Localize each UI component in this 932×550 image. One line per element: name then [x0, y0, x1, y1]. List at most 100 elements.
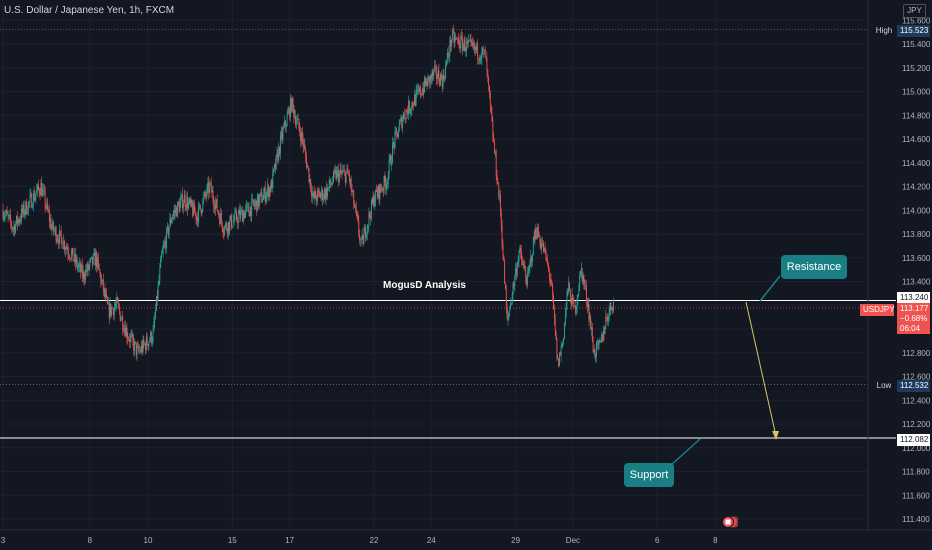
candle-body [72, 248, 74, 261]
candle-body [50, 219, 52, 230]
candle-body [32, 193, 34, 207]
candle-body [86, 269, 87, 272]
candle-body [456, 38, 458, 39]
candle-body [357, 215, 359, 221]
candle-body [67, 249, 69, 254]
candle-body [580, 268, 582, 271]
price-tick-label: 114.800 [902, 111, 931, 120]
candle-body [502, 245, 504, 256]
candle-body [118, 302, 119, 307]
candle-body [115, 303, 117, 307]
candle-body [464, 39, 466, 52]
candle-body [19, 219, 21, 223]
candle-body [472, 43, 474, 47]
candle-body [348, 173, 350, 174]
candle-body [120, 319, 122, 321]
candle-body [370, 199, 372, 219]
candle-body [585, 285, 587, 302]
candle-body [104, 288, 106, 297]
candle-body [601, 333, 603, 341]
candle-body [281, 132, 283, 139]
candle-body [212, 190, 214, 200]
support-callout[interactable]: Support [624, 463, 674, 487]
candle-body [15, 223, 17, 233]
candle-body [268, 187, 270, 197]
price-tick-label: 111.600 [902, 491, 930, 500]
candle-body [440, 74, 442, 86]
candle-body [540, 245, 542, 249]
candle-body [111, 307, 113, 315]
candle-body [435, 66, 437, 79]
candle-body [490, 104, 492, 113]
grid-lines [0, 0, 868, 530]
candle-body [201, 210, 203, 214]
price-axis[interactable]: 111.400 111.600 111.800 112.000 112.200 112.4… [867, 0, 931, 530]
time-axis[interactable]: 3 8 10 15 17 22 24 29 Dec 6 8 [0, 529, 932, 545]
candle-body [131, 334, 133, 336]
candle-body [369, 212, 371, 216]
price-tick-label: 113.400 [902, 278, 931, 287]
candle-body [290, 98, 291, 118]
candle-body [172, 217, 173, 220]
candle-body [62, 248, 64, 249]
candle-body [125, 327, 127, 337]
candle-body [560, 346, 562, 356]
candle-body [536, 233, 538, 239]
candle-body [309, 179, 311, 183]
candle-body [220, 213, 222, 222]
resistance-callout[interactable]: Resistance [781, 255, 847, 279]
candle-body [247, 204, 248, 206]
candle-body [95, 252, 97, 266]
candle-body [339, 169, 341, 173]
candle-body [42, 189, 44, 197]
candle-body [279, 146, 280, 154]
candle-body [503, 255, 505, 261]
candle-body [286, 114, 288, 126]
candle-body [217, 210, 219, 213]
candle-body [93, 252, 95, 255]
candle-body [587, 303, 589, 307]
candle-body [378, 185, 380, 200]
candle-body [326, 188, 328, 197]
candle-body [461, 36, 463, 38]
candle-body [238, 210, 240, 215]
candle-body [322, 189, 323, 201]
candle-body [121, 316, 123, 320]
candle-body [58, 239, 60, 244]
candle-body [110, 303, 112, 315]
candle-body [25, 201, 27, 212]
candle-body [64, 240, 65, 250]
candle-body [466, 40, 468, 51]
price-tick-label: 114.400 [902, 159, 931, 168]
candle-body [579, 275, 581, 290]
candle-body [292, 98, 294, 107]
candle-body [48, 210, 49, 212]
news-flag-icon[interactable] [722, 515, 738, 529]
candle-body [106, 294, 108, 298]
candle-body [454, 38, 456, 43]
candle-body [319, 192, 321, 198]
candle-body [266, 191, 268, 197]
candle-body [177, 202, 178, 217]
candle-body [237, 214, 239, 224]
candle-body [381, 189, 382, 192]
candle-body [94, 252, 96, 266]
currency-button[interactable]: JPY [903, 4, 926, 18]
candle-body [358, 220, 360, 235]
candle-body [83, 271, 85, 280]
candle-body [185, 205, 187, 208]
candle-body [513, 283, 515, 287]
candle-body [304, 144, 306, 150]
candle-body [233, 219, 235, 221]
candle-body [327, 186, 329, 188]
candle-body [88, 265, 90, 270]
candle-body [255, 200, 257, 204]
candle-body [91, 256, 93, 265]
candle-body [528, 267, 530, 271]
candle-body [408, 101, 409, 115]
candle-body [476, 43, 478, 51]
candle-body [526, 273, 528, 286]
candle-body [602, 330, 604, 341]
candle-body [59, 230, 61, 232]
